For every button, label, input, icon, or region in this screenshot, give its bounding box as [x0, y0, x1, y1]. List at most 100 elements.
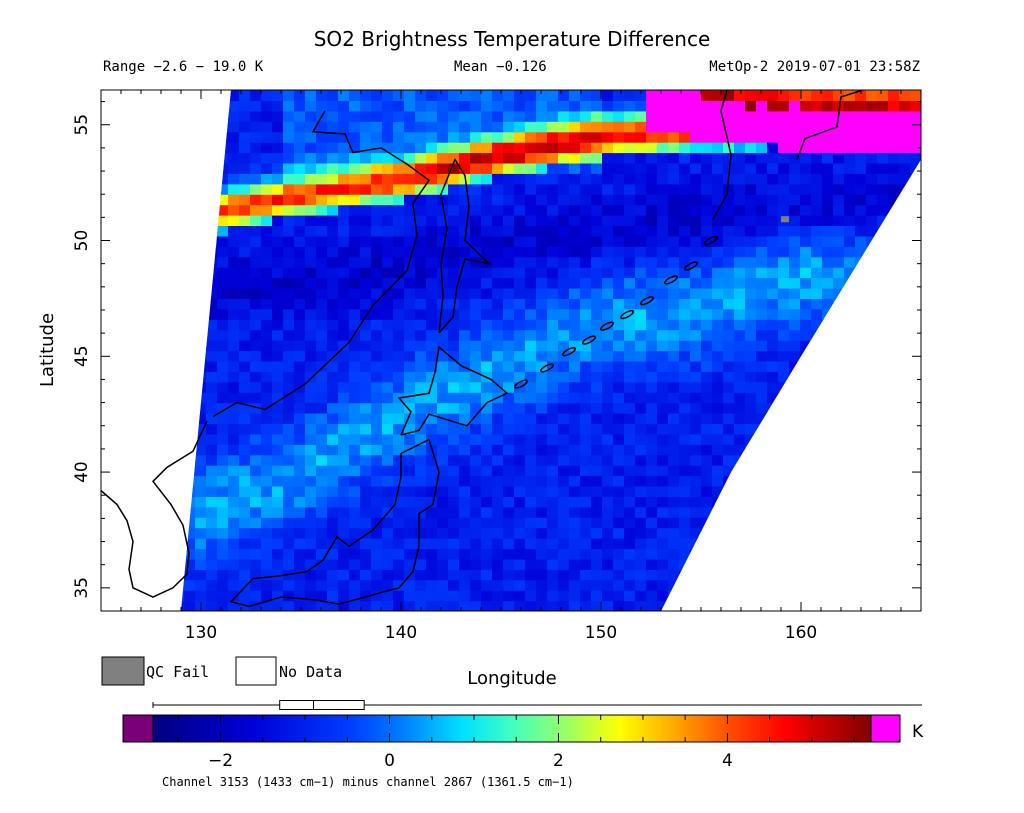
- data-cell: [492, 131, 504, 143]
- data-cell: [745, 256, 757, 268]
- data-cell: [657, 548, 669, 560]
- data-cell: [448, 121, 460, 133]
- data-cell: [437, 579, 449, 591]
- data-cell: [217, 90, 229, 91]
- data-cell: [415, 298, 427, 310]
- data-cell: [437, 371, 449, 383]
- data-cell: [547, 569, 559, 581]
- data-cell: [481, 402, 493, 414]
- data-cell: [195, 548, 207, 560]
- data-cell: [558, 475, 570, 487]
- data-cell: [294, 215, 306, 226]
- data-cell: [756, 162, 768, 174]
- data-cell: [756, 454, 768, 466]
- data-cell: [206, 215, 218, 226]
- data-cell: [855, 413, 867, 424]
- data-cell: [591, 256, 603, 268]
- data-cell: [536, 308, 548, 320]
- data-cell: [536, 517, 548, 529]
- data-cell: [668, 506, 680, 518]
- data-cell: [734, 350, 746, 362]
- data-cell: [690, 600, 702, 611]
- data-cell: [360, 350, 372, 362]
- data-cell: [756, 194, 768, 206]
- data-cell: [690, 444, 702, 456]
- data-cell: [866, 267, 878, 279]
- data-cell: [305, 142, 317, 154]
- data-cell: [679, 558, 691, 570]
- data-cell: [437, 142, 449, 154]
- data-cell: [514, 538, 526, 550]
- data-cell: [349, 569, 361, 581]
- data-cell: [811, 162, 823, 174]
- data-cell: [921, 184, 933, 195]
- data-cell: [635, 496, 647, 508]
- data-cell: [613, 215, 625, 226]
- data-cell: [228, 413, 240, 424]
- data-cell: [789, 110, 801, 122]
- data-cell: [250, 486, 262, 497]
- data-cell: [195, 100, 207, 112]
- data-cell: [360, 100, 372, 112]
- data-cell: [316, 433, 328, 445]
- data-cell: [778, 267, 790, 279]
- data-cell: [272, 162, 284, 174]
- data-cell: [635, 173, 647, 185]
- data-cell: [932, 538, 944, 549]
- data-cell: [690, 173, 702, 185]
- data-cell: [668, 100, 680, 112]
- data-cell: [624, 298, 636, 310]
- data-cell: [448, 381, 460, 393]
- data-cell: [811, 110, 823, 122]
- data-cell: [503, 340, 515, 352]
- data-cell: [723, 350, 735, 362]
- data-cell: [536, 90, 548, 91]
- data-cell: [272, 173, 284, 185]
- data-cell: [624, 225, 636, 237]
- data-cell: [591, 360, 603, 372]
- data-cell: [305, 152, 317, 164]
- data-cell: [239, 527, 251, 539]
- data-cell: [690, 413, 702, 424]
- data-cell: [767, 433, 779, 445]
- data-cell: [316, 558, 328, 570]
- data-cell: [250, 142, 262, 154]
- data-cell: [899, 215, 911, 226]
- data-cell: [360, 371, 372, 383]
- data-cell: [415, 579, 427, 591]
- data-cell: [371, 558, 383, 570]
- data-cell: [404, 162, 416, 174]
- data-cell: [294, 288, 306, 299]
- data-cell: [415, 235, 427, 247]
- data-cell: [855, 152, 867, 164]
- data-cell: [327, 267, 339, 279]
- data-cell: [910, 496, 921, 508]
- data-cell: [250, 517, 262, 529]
- data-cell: [195, 538, 207, 550]
- data-cell: [657, 579, 669, 591]
- data-cell: [811, 90, 823, 91]
- data-cell: [283, 319, 295, 331]
- data-cell: [888, 225, 900, 237]
- data-cell: [184, 110, 196, 122]
- data-cell: [393, 215, 405, 226]
- data-cell: [316, 371, 328, 383]
- data-cell: [921, 173, 933, 184]
- data-cell: [525, 402, 537, 414]
- data-cell: [910, 215, 921, 226]
- data-cell: [151, 132, 163, 143]
- data-cell: [833, 329, 845, 341]
- data-cell: [635, 183, 647, 195]
- data-cell: [481, 288, 493, 299]
- data-cell: [481, 350, 493, 362]
- data-cell: [316, 131, 328, 143]
- data-cell: [734, 433, 746, 445]
- data-cell: [844, 527, 856, 539]
- data-cell: [525, 465, 537, 477]
- data-cell: [613, 69, 625, 80]
- data-cell: [349, 235, 361, 247]
- data-cell: [294, 402, 306, 414]
- data-cell: [239, 496, 251, 508]
- data-cell: [492, 235, 504, 247]
- data-cell: [283, 558, 295, 570]
